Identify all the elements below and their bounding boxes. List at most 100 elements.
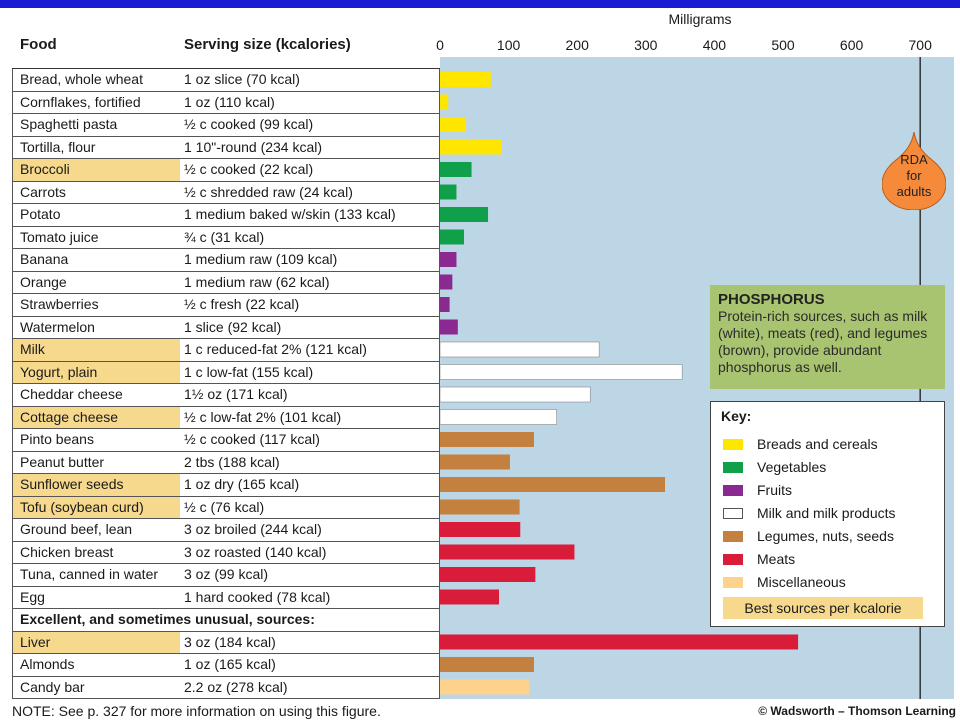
table-row: Milk 1 c reduced-fat 2% (121 kcal) [12, 339, 440, 362]
table-row: Orange 1 medium raw (62 kcal) [12, 272, 440, 294]
x-tick-label: 0 [436, 37, 444, 53]
table-row: Tomato juice ¾ c (31 kcal) [12, 227, 440, 249]
bar [440, 364, 683, 380]
table-border [12, 69, 13, 699]
serving-size: 3 oz roasted (140 kcal) [184, 543, 327, 560]
legend-swatch [723, 439, 743, 450]
food-name: Tofu (soybean curd) [12, 496, 180, 518]
bar [440, 386, 591, 403]
bar [440, 567, 536, 582]
food-name: Milk [12, 339, 180, 361]
legend-best-sources: Best sources per kcalorie [723, 597, 923, 619]
legend-label: Fruits [757, 482, 792, 498]
food-name: Candy bar [20, 678, 85, 695]
bar [440, 252, 457, 267]
serving-size: 1½ oz (171 kcal) [184, 386, 288, 402]
legend-title: Key: [721, 408, 752, 424]
serving-size: 1 oz (165 kcal) [184, 656, 276, 672]
table-row: Pinto beans ½ c cooked (117 kcal) [12, 429, 440, 452]
bar [440, 409, 557, 425]
serving-size: 1 medium raw (62 kcal) [184, 273, 330, 290]
food-name: Tomato juice [20, 228, 99, 245]
food-name: Watermelon [20, 318, 95, 335]
food-name: Broccoli [12, 159, 180, 181]
legend: Key: Breads and cereals Vegetables Fruits M… [710, 401, 945, 627]
legend-swatch [723, 577, 743, 588]
legend-label: Meats [757, 551, 796, 567]
legend-swatch [723, 531, 743, 542]
table-row: Ground beef, lean 3 oz broiled (244 kcal) [12, 519, 440, 542]
table-row: Almonds 1 oz (165 kcal) [12, 654, 440, 677]
food-name: Banana [20, 251, 69, 267]
bar [440, 544, 575, 560]
legend-label: Legumes, nuts, seeds [757, 528, 894, 544]
serving-size: 1 c reduced-fat 2% (121 kcal) [184, 341, 367, 357]
food-name: Bread, whole wheat [20, 71, 143, 87]
x-tick-label: 200 [565, 37, 589, 53]
x-tick-label: 500 [771, 37, 795, 53]
food-name: Cottage cheese [12, 406, 180, 428]
copyright: © Wadsworth – Thomson Learning [758, 704, 956, 718]
serving-size: ½ c (76 kcal) [184, 498, 265, 515]
bar [440, 274, 453, 290]
bar [440, 319, 458, 335]
rda-label-line-1: RDA [900, 152, 928, 167]
footnote: NOTE: See p. 327 for more information on… [12, 703, 381, 719]
legend-label: Breads and cereals [757, 436, 878, 452]
food-name: Ground beef, lean [20, 521, 133, 537]
serving-size: 3 oz (99 kcal) [184, 566, 269, 582]
legend-label: Miscellaneous [757, 574, 846, 590]
serving-size: ½ c shredded raw (24 kcal) [184, 183, 353, 200]
table-row: Watermelon 1 slice (92 kcal) [12, 317, 440, 339]
bar [440, 184, 457, 200]
serving-size: 3 oz broiled (244 kcal) [184, 521, 322, 537]
bar [440, 139, 502, 155]
serving-size: 2 tbs (188 kcal) [184, 453, 280, 470]
table-row: Cottage cheese ½ c low-fat 2% (101 kcal) [12, 406, 440, 429]
serving-size: 1 medium raw (109 kcal) [184, 251, 338, 267]
bar [440, 207, 489, 222]
x-axis-label: Milligrams [668, 11, 732, 27]
serving-size: 2.2 oz (278 kcal) [184, 678, 288, 695]
serving-size: 1 oz slice (70 kcal) [184, 71, 300, 87]
legend-swatch [723, 554, 743, 565]
food-column-header: Food [20, 36, 57, 53]
food-name: Cornflakes, fortified [20, 93, 141, 110]
bar [440, 454, 510, 470]
bar-chart [440, 57, 921, 699]
serving-size: 1 hard cooked (78 kcal) [184, 588, 331, 605]
serving-size: 1 10"-round (234 kcal) [184, 138, 323, 155]
bar [440, 477, 666, 492]
table-row: Chicken breast 3 oz roasted (140 kcal) [12, 542, 440, 564]
table-row: Liver 3 oz (184 kcal) [12, 631, 440, 654]
rda-label: RDA for adults [882, 152, 946, 200]
legend-swatch [723, 508, 743, 519]
food-table: Bread, whole wheat 1 oz slice (70 kcal) Co… [12, 68, 440, 699]
table-row: Yogurt, plain 1 c low-fat (155 kcal) [12, 361, 440, 384]
callout-title: PHOSPHORUS [718, 291, 825, 308]
table-row: Cheddar cheese 1½ oz (171 kcal) [12, 384, 440, 407]
x-tick-label: 600 [839, 37, 864, 53]
x-tick-label: 100 [496, 37, 521, 53]
table-row: Carrots ½ c shredded raw (24 kcal) [12, 182, 440, 204]
food-name: Liver [12, 631, 180, 653]
serving-column-header: Serving size (kcalories) [184, 36, 351, 53]
table-row: Banana 1 medium raw (109 kcal) [12, 249, 440, 272]
food-name: Almonds [20, 656, 75, 672]
serving-size: ½ c low-fat 2% (101 kcal) [184, 408, 342, 425]
serving-size: 1 oz (110 kcal) [184, 93, 275, 110]
serving-size: 1 slice (92 kcal) [184, 318, 282, 335]
serving-size: ½ c cooked (117 kcal) [184, 431, 320, 447]
food-name: Peanut butter [20, 453, 105, 470]
serving-size: 3 oz (184 kcal) [184, 633, 276, 650]
bar [440, 634, 799, 650]
legend-label: Vegetables [757, 459, 827, 475]
phosphorus-callout: PHOSPHORUS Protein-rich sources, such as… [710, 285, 945, 389]
excellent-sources-subheading: Excellent, and sometimes unusual, source… [12, 609, 440, 632]
bar [440, 229, 465, 245]
food-name: Potato [20, 206, 61, 222]
bar [440, 522, 521, 537]
food-name: Carrots [20, 183, 66, 200]
legend-label: Milk and milk products [757, 505, 896, 521]
bar [440, 499, 520, 515]
